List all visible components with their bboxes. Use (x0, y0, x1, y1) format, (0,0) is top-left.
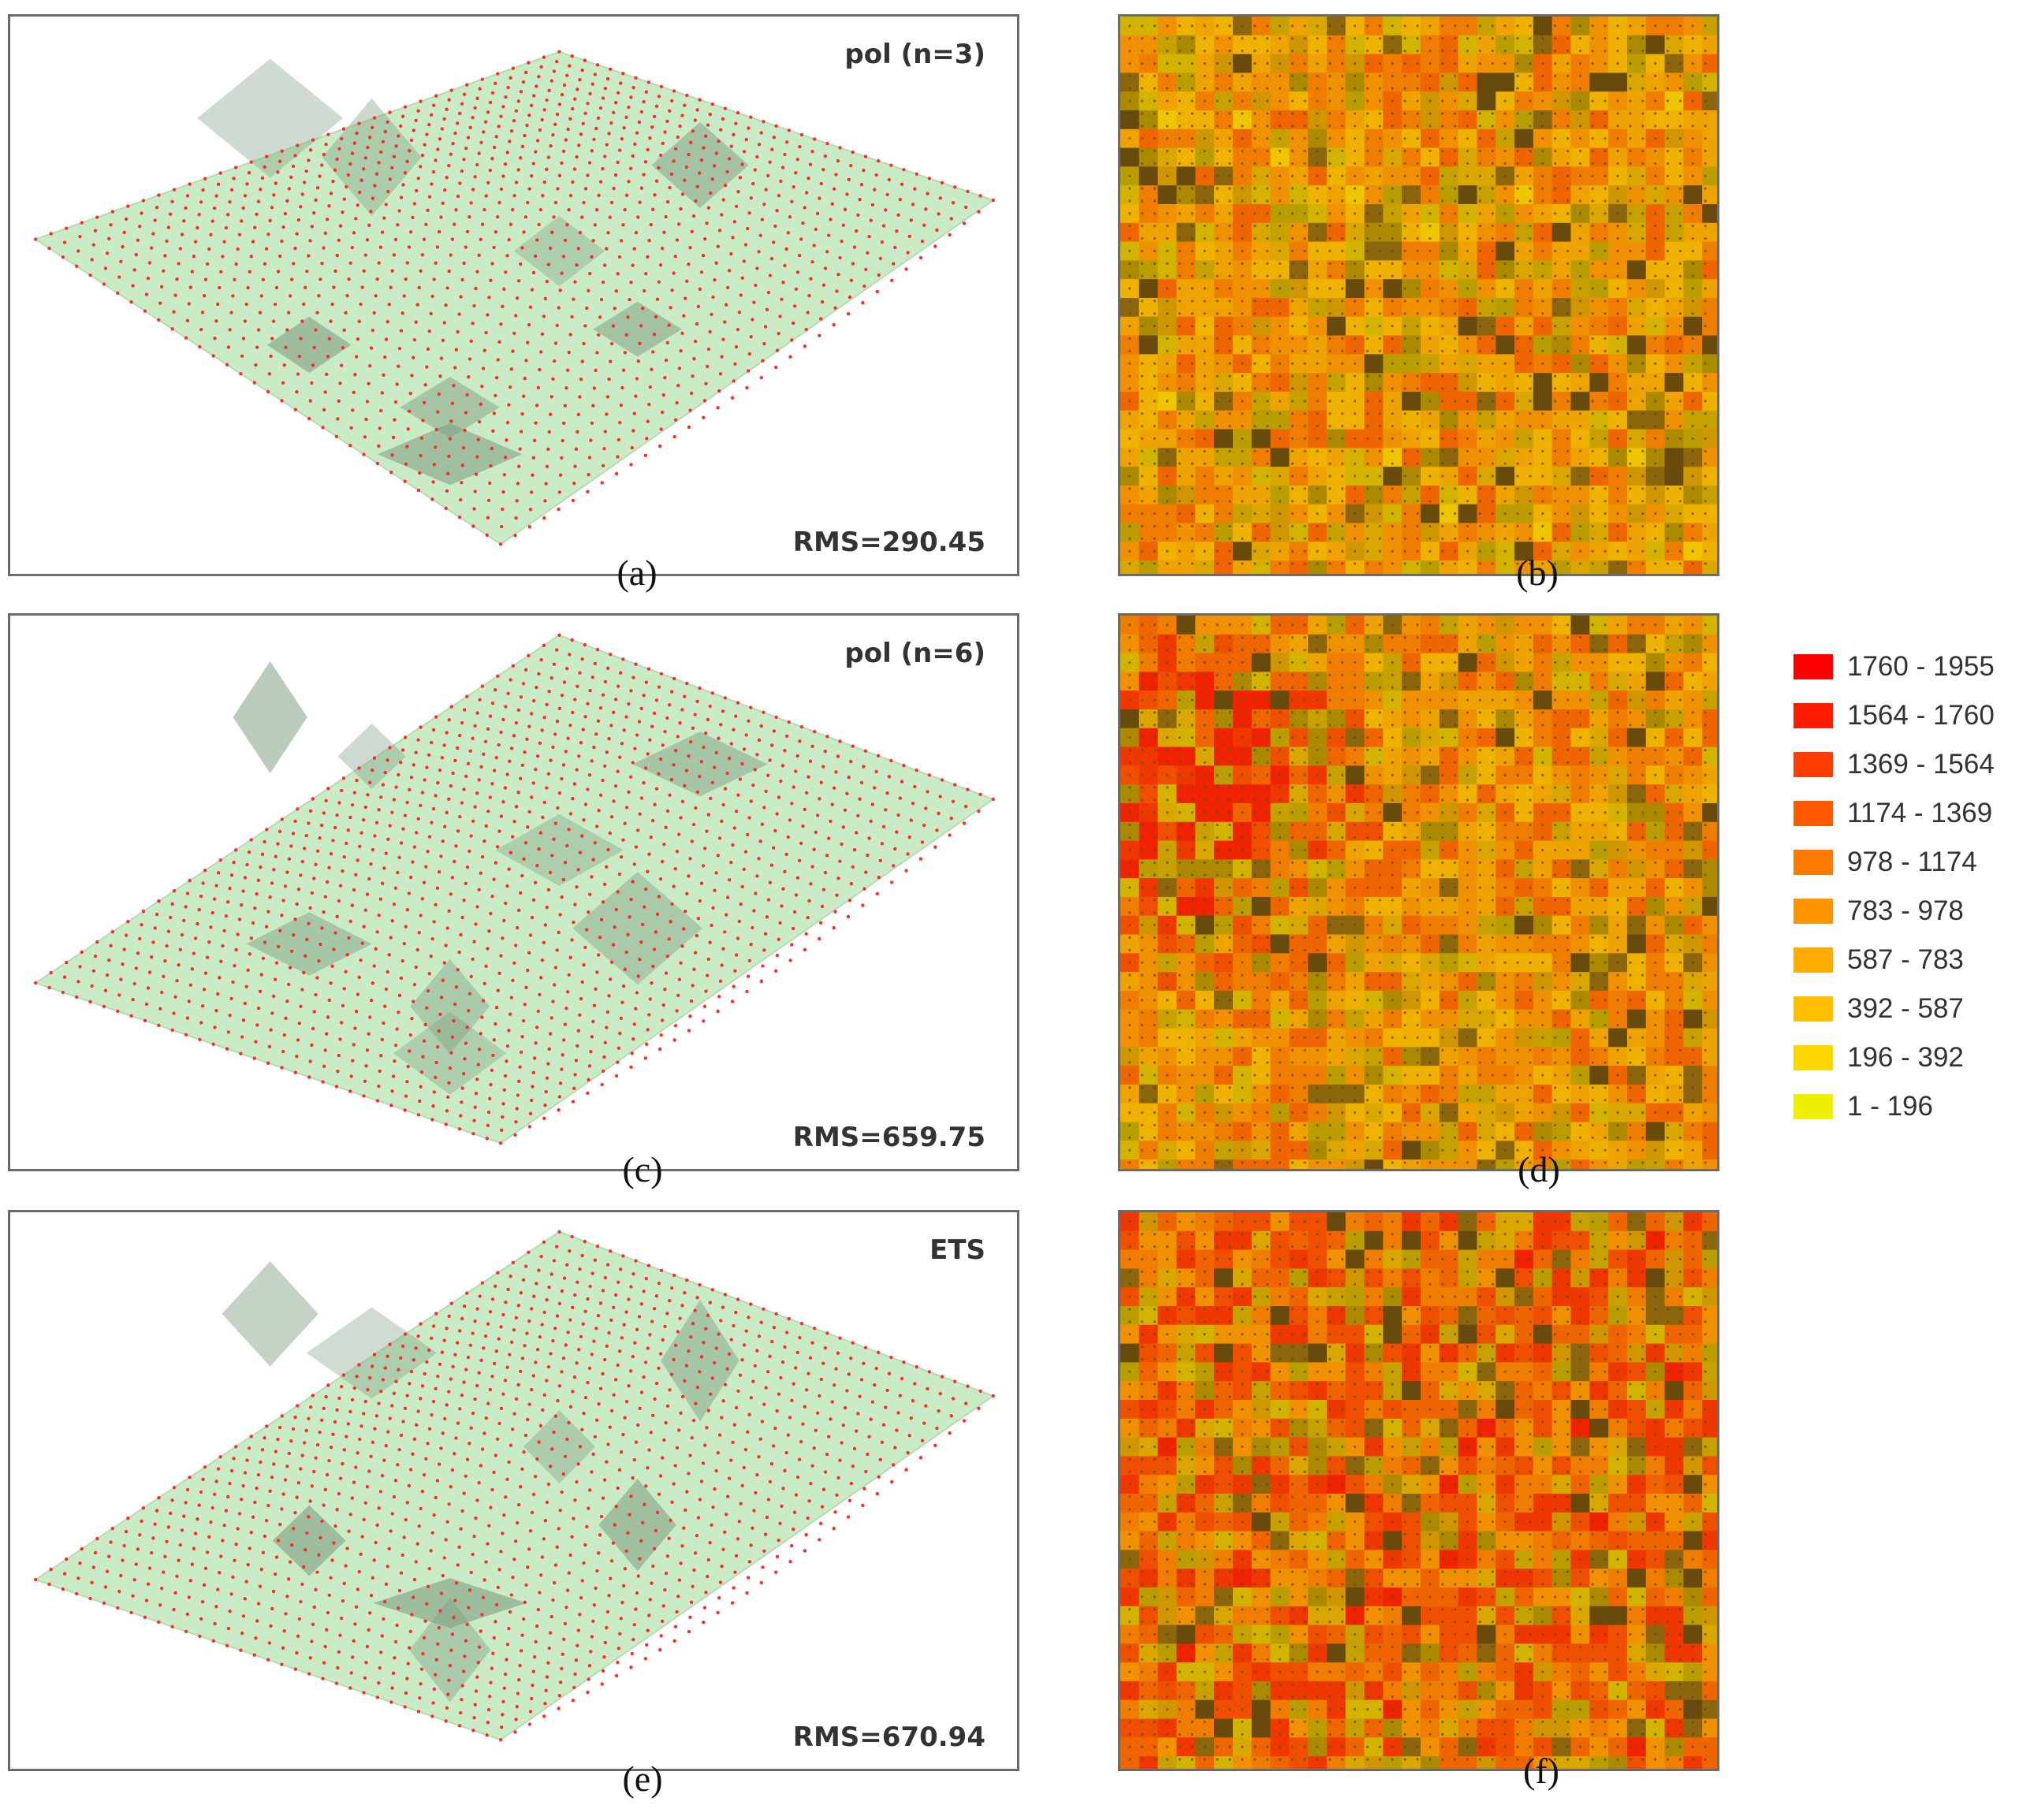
surface-plot-a (33, 50, 996, 546)
legend-swatch (1794, 947, 1833, 973)
heatmap-panel-d (1118, 613, 1719, 1171)
legend-swatch (1794, 801, 1833, 826)
grid-dots (1128, 24, 1707, 565)
heatmap-f (1120, 1212, 1717, 1769)
caption-f: (f) (1523, 1751, 1559, 1791)
sample-points (34, 633, 995, 1145)
method-label-a: pol (n=3) (844, 39, 985, 70)
legend-item: 1174 - 1369 (1794, 789, 1995, 838)
heatmap-tiles (1120, 17, 1717, 574)
caption-e: (e) (622, 1759, 663, 1799)
method-label-c: pol (n=6) (844, 638, 985, 669)
legend-swatch (1794, 996, 1833, 1022)
rms-label-c: RMS=659.75 (792, 1122, 985, 1153)
legend-item: 196 - 392 (1794, 1033, 1995, 1082)
surface-panel-e: ETS RMS=670.94 (8, 1210, 1019, 1771)
legend-swatch (1794, 654, 1833, 679)
legend-item: 1 - 196 (1794, 1082, 1995, 1131)
surface-panel-c: pol (n=6) RMS=659.75 (8, 613, 1019, 1171)
caption-c: (c) (622, 1149, 663, 1189)
surface-mesh (33, 1230, 995, 1741)
caption-a: (a) (617, 553, 657, 593)
legend-label: 196 - 392 (1847, 1042, 1964, 1073)
legend-swatch (1794, 899, 1833, 924)
legend-label: 1369 - 1564 (1847, 749, 1995, 780)
legend-item: 978 - 1174 (1794, 838, 1995, 887)
legend-label: 392 - 587 (1847, 993, 1964, 1024)
legend-item: 587 - 783 (1794, 936, 1995, 984)
rms-label-e: RMS=670.94 (792, 1721, 985, 1753)
heatmap-panel-b (1118, 14, 1719, 576)
legend-label: 1760 - 1955 (1847, 651, 1995, 682)
heatmap-b (1120, 17, 1717, 574)
surface-mesh (33, 634, 995, 1144)
legend-item: 1564 - 1760 (1794, 691, 1995, 740)
grid-dots (1128, 623, 1707, 1164)
surface-panel-a: pol (n=3) RMS=290.45 (8, 14, 1019, 576)
legend-swatch (1794, 1094, 1833, 1119)
legend-label: 783 - 978 (1847, 895, 1964, 926)
legend-item: 783 - 978 (1794, 887, 1995, 936)
heatmap-d (1120, 616, 1717, 1169)
rms-label-a: RMS=290.45 (792, 527, 985, 558)
legend-label: 587 - 783 (1847, 944, 1964, 975)
heatmap-panel-f (1118, 1210, 1719, 1771)
sample-points (33, 50, 996, 546)
method-label-e: ETS (929, 1234, 985, 1266)
caption-d: (d) (1518, 1149, 1560, 1189)
legend-label: 1 - 196 (1847, 1091, 1933, 1122)
surface-plot-c (33, 633, 995, 1145)
legend-swatch (1794, 1045, 1833, 1070)
surface-plot-e (33, 1230, 996, 1742)
legend-item: 1760 - 1955 (1794, 642, 1995, 691)
legend-label: 978 - 1174 (1847, 847, 1977, 877)
legend-swatch (1794, 752, 1833, 777)
legend-swatch (1794, 703, 1833, 728)
legend-label: 1174 - 1369 (1847, 798, 1993, 828)
legend-swatch (1794, 850, 1833, 875)
legend-item: 392 - 587 (1794, 984, 1995, 1033)
color-legend: 1760 - 1955 1564 - 1760 1369 - 1564 1174… (1794, 642, 1995, 1131)
legend-label: 1564 - 1760 (1847, 700, 1995, 731)
legend-item: 1369 - 1564 (1794, 740, 1995, 789)
sample-points (33, 1230, 996, 1742)
caption-b: (b) (1516, 553, 1559, 593)
grid-dots (1128, 1220, 1707, 1761)
